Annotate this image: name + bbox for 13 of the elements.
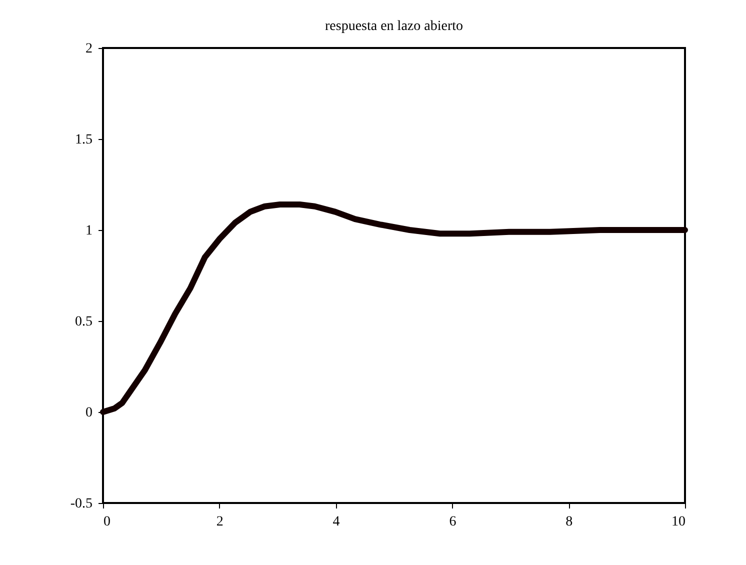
y-tick-label: 0 — [86, 406, 92, 420]
y-tick-label: 0.5 — [75, 314, 92, 330]
x-tick-label: 4 — [332, 514, 340, 530]
x-tick-label: 0 — [104, 514, 110, 530]
y-tick-label: -0.5 — [70, 496, 92, 512]
y-tick-label: 1 — [86, 224, 92, 238]
x-tick-label: 2 — [216, 514, 224, 530]
y-tick-label: 2 — [86, 42, 92, 56]
x-tick-label: 10 — [672, 514, 686, 530]
x-tick-label: 6 — [449, 514, 456, 530]
x-tick-label: 8 — [566, 514, 573, 530]
chart-title: respuesta en lazo abierto — [325, 19, 463, 34]
y-tick-label: 1.5 — [75, 132, 92, 148]
